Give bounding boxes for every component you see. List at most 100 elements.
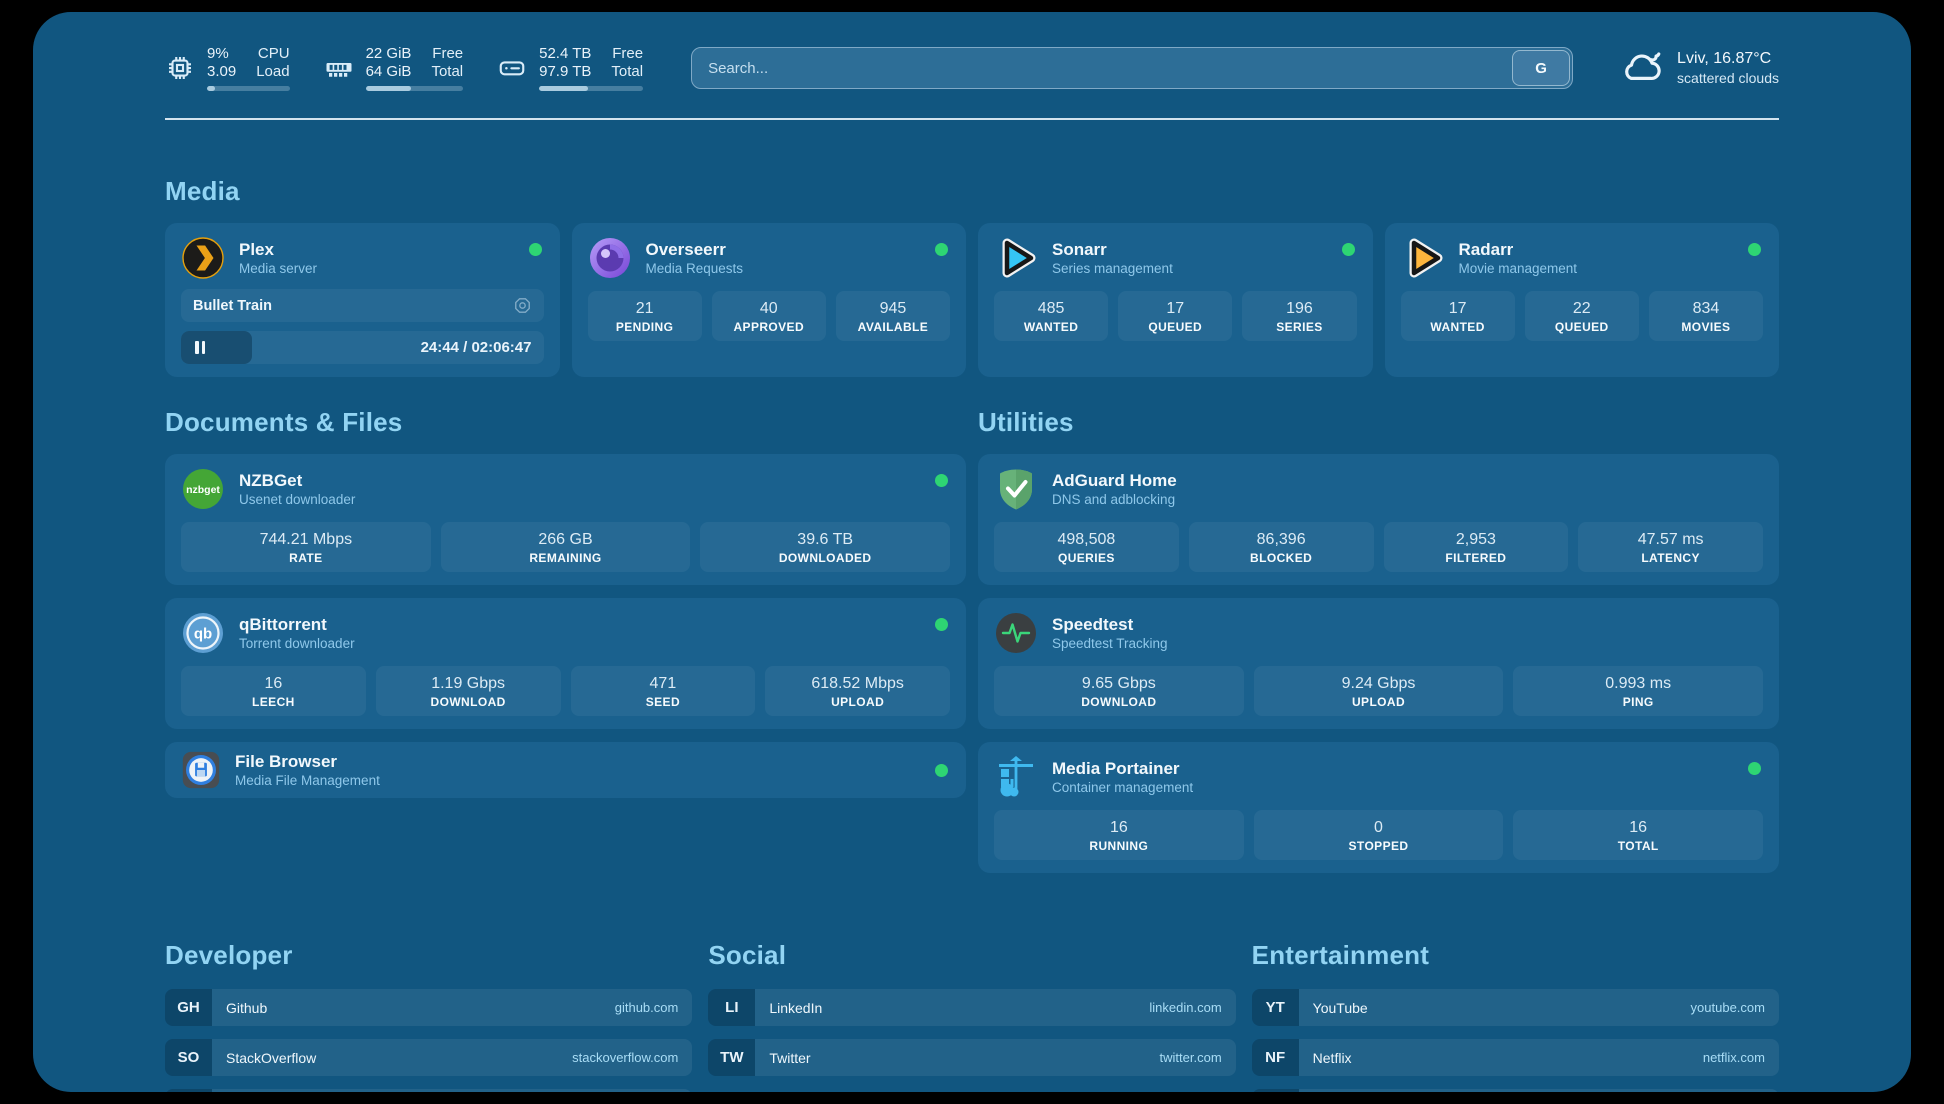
app-card-header: File Browser Media File Management bbox=[181, 750, 950, 790]
app-stats-row: 744.21 Mbps RATE 266 GB REMAINING 39.6 TB DOW… bbox=[181, 522, 951, 572]
stat-box: 17 WANTED bbox=[1400, 291, 1515, 341]
bookmark-name: YouTube bbox=[1312, 999, 1368, 1016]
adguard-icon bbox=[994, 467, 1038, 511]
bookmark-group-title: Developer bbox=[165, 940, 293, 970]
stat-value: 0 bbox=[1374, 819, 1383, 836]
stat-label: PENDING bbox=[615, 320, 674, 334]
app-description: Container management bbox=[1052, 779, 1194, 795]
status-dot-online bbox=[1748, 243, 1761, 256]
weather-widget: Lviv, 16.87°C scattered clouds bbox=[1617, 48, 1779, 89]
system-monitors: 9% CPU 3.09 Load 22 GiB Free 64 GiB Total 52.4 T… bbox=[165, 45, 644, 91]
stat-label: REMAINING bbox=[529, 551, 602, 565]
bookmark-body: Netflix netflix.com bbox=[1298, 1039, 1779, 1076]
bookmark-abbr: RE bbox=[1251, 1089, 1299, 1092]
bookmark-url: netflix.com bbox=[1702, 1050, 1765, 1065]
stat-value: 2,953 bbox=[1455, 531, 1496, 548]
app-stats-row: 16 LEECH 1.19 Gbps DOWNLOAD 471 SEED 618.52 Mb… bbox=[181, 666, 950, 716]
now-playing-row[interactable]: Bullet Train bbox=[181, 289, 544, 322]
app-name: NZBGet bbox=[239, 470, 303, 490]
app-card-overseerr[interactable]: Overseerr Media Requests 21 PENDING 40 APPROV… bbox=[571, 223, 966, 377]
bookmark-youtube[interactable]: YT YouTube youtube.com bbox=[1251, 989, 1779, 1026]
sonarr-icon bbox=[994, 236, 1038, 280]
disk-value: 97.9 TB bbox=[539, 63, 592, 80]
qbittorrent-icon: qb bbox=[181, 611, 225, 655]
cpu-values: 9% CPU 3.09 Load bbox=[207, 45, 290, 81]
disk-values: 52.4 TB Free 97.9 TB Total bbox=[539, 45, 643, 81]
stat-value: 22 bbox=[1572, 300, 1591, 317]
status-dot-online bbox=[935, 243, 948, 256]
app-stats-row: 17 WANTED 22 QUEUED 834 MOVIES bbox=[1400, 291, 1764, 341]
status-dot-online bbox=[1341, 243, 1355, 256]
stat-value: 945 bbox=[879, 300, 907, 317]
bookmark-github[interactable]: GH Github github.com bbox=[165, 989, 693, 1026]
stat-label: APPROVED bbox=[733, 320, 805, 334]
bookmark-netflix[interactable]: NF Netflix netflix.com bbox=[1251, 1039, 1779, 1076]
cpu-value: 3.09 bbox=[207, 63, 237, 80]
disk-icon bbox=[497, 53, 527, 83]
bookmark-group-social: Social LI LinkedIn linkedin.com TW Twitter twi… bbox=[708, 940, 1236, 1092]
overseerr-icon bbox=[588, 236, 632, 280]
bookmark-body: Twitter twitter.com bbox=[755, 1039, 1236, 1076]
app-description: Usenet downloader bbox=[239, 491, 356, 507]
bookmark-dev[interactable]: DTDEVdev.to bbox=[165, 1089, 693, 1092]
dashboard-page: 9% CPU 3.09 Load 22 GiB Free 64 GiB Total 52.4 T… bbox=[33, 42, 1911, 1092]
search-input[interactable] bbox=[691, 47, 1574, 89]
app-card-header: Media Portainer Container management bbox=[994, 755, 1763, 799]
stat-box: 40 APPROVED bbox=[711, 291, 826, 341]
app-card-titles: Speedtest Speedtest Tracking bbox=[1052, 614, 1168, 653]
bookmark-reddit[interactable]: RERedditreddit.com bbox=[1251, 1089, 1779, 1092]
bookmark-abbr: YT bbox=[1251, 989, 1299, 1026]
utilities-cards: AdGuard Home DNS and adblocking 498,508 QUE… bbox=[978, 454, 1779, 873]
bookmark-url: github.com bbox=[614, 1000, 679, 1015]
stat-label: TOTAL bbox=[1617, 839, 1659, 853]
app-card-plex[interactable]: Plex Media server Bullet Train 24:44 / 02:0… bbox=[165, 223, 560, 377]
app-name: Overseerr bbox=[645, 239, 726, 259]
stat-label: UPLOAD bbox=[1351, 695, 1406, 709]
app-card-speedtest[interactable]: Speedtest Speedtest Tracking 9.65 Gbps DOWN… bbox=[978, 598, 1779, 729]
stat-value: 86,396 bbox=[1256, 531, 1306, 548]
bookmark-abbr: TW bbox=[708, 1039, 756, 1076]
stat-value: 1.19 Gbps bbox=[431, 675, 506, 692]
stat-label: LEECH bbox=[252, 695, 295, 709]
stat-value: 834 bbox=[1692, 300, 1720, 317]
radarr-icon bbox=[1401, 236, 1445, 280]
search-bar: G bbox=[691, 47, 1574, 89]
app-card-qbittorrent[interactable]: qb qBittorrent Torrent downloader 16 LEECH 1.… bbox=[165, 598, 966, 729]
stat-value: 744.21 Mbps bbox=[259, 531, 353, 548]
bookmark-name: LinkedIn bbox=[769, 999, 823, 1016]
app-card-sonarr[interactable]: Sonarr Series management 485 WANTED 17 QUEUED… bbox=[978, 223, 1373, 377]
app-card-nzbget[interactable]: nzbget NZBGet Usenet downloader 744.21 Mbps… bbox=[165, 454, 966, 585]
app-description: Speedtest Tracking bbox=[1052, 635, 1168, 651]
memory-progressbar bbox=[365, 86, 464, 91]
plex-icon bbox=[181, 236, 225, 280]
app-stats-row: 485 WANTED 17 QUEUED 196 SERIES bbox=[994, 291, 1357, 341]
bookmark-name: Github bbox=[226, 999, 268, 1016]
bookmark-linkedin[interactable]: LI LinkedIn linkedin.com bbox=[708, 989, 1236, 1026]
memory-value: 22 GiB bbox=[365, 45, 412, 62]
bookmark-url: twitter.com bbox=[1159, 1050, 1222, 1065]
app-description: Media File Management bbox=[235, 772, 380, 788]
stat-label: QUEUED bbox=[1148, 320, 1203, 334]
pause-icon[interactable] bbox=[193, 337, 211, 358]
app-card-radarr[interactable]: Radarr Movie management 17 WANTED 22 QUEUED 83… bbox=[1384, 223, 1779, 377]
stat-value: 16 bbox=[1629, 819, 1648, 836]
app-card-adguard[interactable]: AdGuard Home DNS and adblocking 498,508 QUE… bbox=[978, 454, 1779, 585]
weather-location: Lviv, 16.87°C bbox=[1677, 50, 1772, 67]
stat-label: SERIES bbox=[1276, 320, 1323, 334]
app-card-titles: NZBGet Usenet downloader bbox=[239, 470, 355, 509]
stat-label: UPLOAD bbox=[831, 695, 885, 709]
search-engine-button[interactable]: G bbox=[1512, 50, 1571, 86]
disk-monitor: 52.4 TB Free 97.9 TB Total bbox=[497, 45, 644, 91]
stat-box: 16 RUNNING bbox=[994, 810, 1244, 860]
app-stats-row: 16 RUNNING 0 STOPPED 16 TOTAL bbox=[994, 810, 1764, 860]
app-card-portainer[interactable]: Media Portainer Container management 16 RUN… bbox=[978, 742, 1779, 873]
stat-box: 0.993 ms PING bbox=[1513, 666, 1764, 716]
bookmark-stackoverflow[interactable]: SO StackOverflow stackoverflow.com bbox=[165, 1039, 693, 1076]
memory-label: Total bbox=[431, 63, 464, 80]
bookmark-name: Twitter bbox=[769, 1049, 811, 1066]
bookmark-twitter[interactable]: TW Twitter twitter.com bbox=[708, 1039, 1236, 1076]
app-stats-row: 9.65 Gbps DOWNLOAD 9.24 Gbps UPLOAD 0.993 ms… bbox=[994, 666, 1764, 716]
app-name: Plex bbox=[239, 239, 274, 259]
stat-value: 47.57 ms bbox=[1637, 531, 1704, 548]
app-card-filebrowser[interactable]: File Browser Media File Management bbox=[165, 742, 966, 798]
